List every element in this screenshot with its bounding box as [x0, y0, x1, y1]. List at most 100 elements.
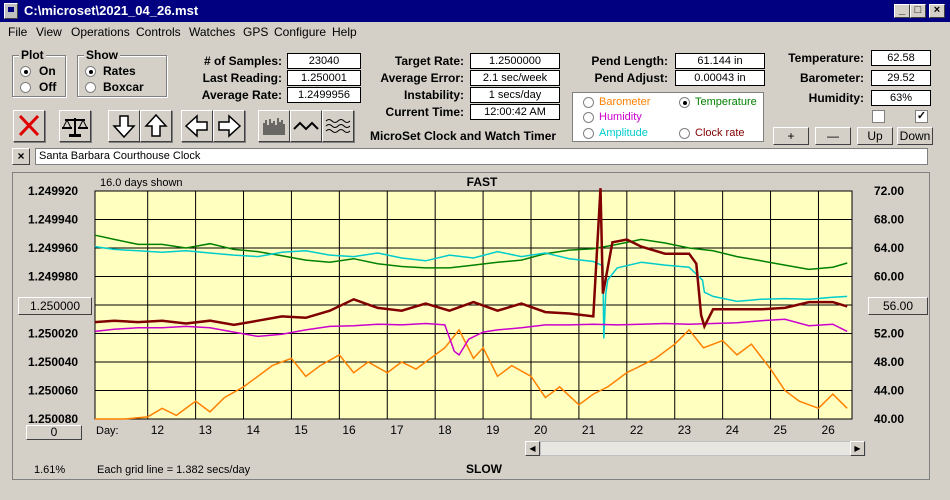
- show-boxcar-radio[interactable]: [85, 82, 96, 93]
- scale-up-button[interactable]: Up: [857, 127, 893, 145]
- close-button[interactable]: ×: [929, 4, 945, 18]
- target-rate-field[interactable]: 1.2500000: [470, 53, 560, 69]
- temperature-field: 62.58: [871, 50, 931, 66]
- percent-label: 1.61%: [34, 464, 65, 476]
- menu-operations[interactable]: Operations: [71, 25, 130, 39]
- series-line-clock-rate: [94, 188, 848, 330]
- menu-configure[interactable]: Configure: [274, 25, 327, 39]
- left-tick-label: 1.250020: [28, 327, 78, 341]
- title-bar: C:\microset\2021_04_26.mst _ □ ×: [0, 0, 950, 22]
- series-line-amplitude: [94, 245, 848, 339]
- average-error-label: Average Error:: [380, 71, 464, 85]
- clear-name-button[interactable]: ×: [12, 148, 30, 165]
- instability-label: Instability:: [403, 88, 464, 102]
- menu-watches[interactable]: Watches: [189, 25, 236, 39]
- legend-temperature-radio[interactable]: [679, 97, 690, 108]
- app-icon[interactable]: [4, 3, 18, 19]
- legend-clock-rate-radio[interactable]: [679, 128, 690, 139]
- grid-note: Each grid line = 1.382 secs/day: [97, 464, 251, 476]
- env-checkbox-1[interactable]: [872, 110, 885, 123]
- menu-controls[interactable]: Controls: [136, 25, 181, 39]
- menu-gps[interactable]: GPS: [243, 25, 269, 39]
- maximize-button[interactable]: □: [910, 4, 926, 18]
- scale-plus-button[interactable]: +: [773, 127, 809, 145]
- smooth-button[interactable]: [290, 110, 322, 142]
- x-tick-label: 20: [534, 423, 548, 437]
- plot-on-label: On: [39, 64, 56, 78]
- samples-field: 23040: [287, 53, 361, 69]
- arrow-down-button[interactable]: [108, 110, 140, 142]
- menu-view[interactable]: View: [36, 25, 62, 39]
- show-group-label: Show: [84, 48, 120, 62]
- balance-button[interactable]: [59, 110, 91, 142]
- minimize-button[interactable]: _: [894, 4, 910, 18]
- series-line-temperature: [94, 234, 848, 271]
- right-tick-label: 72.00: [874, 184, 904, 198]
- x-tick-label: 18: [438, 423, 452, 437]
- legend-humidity-radio[interactable]: [583, 112, 594, 123]
- window-title: C:\microset\2021_04_26.mst: [24, 3, 199, 18]
- show-boxcar-label: Boxcar: [103, 80, 144, 94]
- target-rate-label: Target Rate:: [394, 54, 464, 68]
- pend-length-label: Pend Length:: [591, 54, 668, 68]
- left-tick-label: 1.250080: [28, 412, 78, 426]
- left-scale-button[interactable]: 1.250000: [18, 297, 92, 315]
- plot-off-radio[interactable]: [20, 82, 31, 93]
- barometer-label: Barometer:: [799, 71, 864, 85]
- x-tick-label: 13: [199, 423, 213, 437]
- slow-label: SLOW: [466, 462, 503, 476]
- last-reading-field: 1.250001: [287, 70, 361, 86]
- days-shown-label: 16.0 days shown: [100, 177, 183, 189]
- legend-temperature-label: Temperature: [695, 96, 757, 108]
- arrow-left-icon: [184, 114, 208, 138]
- show-rates-radio[interactable]: [85, 66, 96, 77]
- arrow-right-button[interactable]: [213, 110, 245, 142]
- right-tick-label: 48.00: [874, 355, 904, 369]
- left-tick-label: 1.249960: [28, 241, 78, 255]
- clear-button[interactable]: [13, 110, 45, 142]
- right-scale-button[interactable]: 56.00: [868, 297, 928, 315]
- menu-bar: File View Operations Controls Watches GP…: [0, 22, 950, 42]
- legend-amplitude-radio[interactable]: [583, 128, 594, 139]
- x-tick-label: 24: [726, 423, 740, 437]
- arrow-right-icon: [218, 114, 242, 138]
- right-tick-label: 44.00: [874, 384, 904, 398]
- legend-barometer-label: Barometer: [599, 96, 651, 108]
- pend-length-field[interactable]: 61.144 in: [675, 53, 765, 69]
- last-reading-label: Last Reading:: [202, 71, 282, 85]
- fast-label: FAST: [467, 175, 498, 189]
- arrow-up-button[interactable]: [140, 110, 172, 142]
- zero-button[interactable]: 0: [26, 425, 82, 440]
- clock-name-field[interactable]: Santa Barbara Courthouse Clock: [35, 148, 928, 165]
- pend-adjust-label: Pend Adjust:: [594, 71, 668, 85]
- legend-clock-rate-label: Clock rate: [695, 127, 745, 139]
- x-tick-label: 14: [247, 423, 261, 437]
- x-tick-label: 15: [294, 423, 308, 437]
- scale-down-button[interactable]: Down: [897, 127, 933, 145]
- arrow-left-button[interactable]: [181, 110, 213, 142]
- current-time-field: 12:00:42 AM: [470, 104, 560, 120]
- x-tick-label: 23: [678, 423, 692, 437]
- scroll-left-button[interactable]: ◀: [525, 441, 540, 456]
- humidity-field: 63%: [871, 90, 931, 106]
- series-layer: [94, 188, 848, 420]
- raw-data-button[interactable]: [258, 110, 290, 142]
- plot-on-radio[interactable]: [20, 66, 31, 77]
- right-tick-label: 40.00: [874, 412, 904, 426]
- scroll-right-button[interactable]: ▶: [850, 441, 865, 456]
- env-checkbox-2[interactable]: ✓: [915, 110, 928, 123]
- x-tick-label: 26: [821, 423, 835, 437]
- legend-barometer-radio[interactable]: [583, 97, 594, 108]
- menu-file[interactable]: File: [8, 25, 28, 39]
- left-tick-label: 1.250040: [28, 355, 78, 369]
- multi-trace-button[interactable]: [322, 110, 354, 142]
- average-rate-label: Average Rate:: [201, 88, 282, 102]
- show-group: Show: [77, 48, 167, 97]
- x-tick-label: 17: [390, 423, 404, 437]
- menu-help[interactable]: Help: [332, 25, 357, 39]
- chart-frame: [12, 172, 930, 480]
- chart-scrollbar[interactable]: [540, 441, 866, 456]
- scale-minus-button[interactable]: —: [815, 127, 851, 145]
- show-rates-label: Rates: [103, 64, 136, 78]
- average-error-field: 2.1 sec/week: [470, 70, 560, 86]
